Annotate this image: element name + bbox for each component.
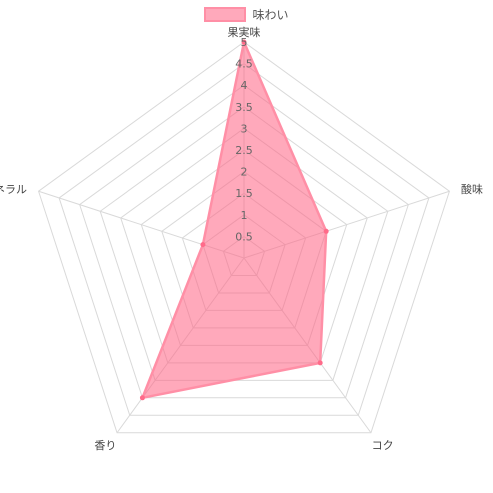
data-point bbox=[139, 395, 145, 401]
tick-label: 3 bbox=[241, 122, 248, 135]
tick-label: 4.5 bbox=[235, 58, 253, 71]
category-label: 香り bbox=[94, 439, 116, 452]
tick-label: 2 bbox=[241, 166, 248, 179]
series-area bbox=[141, 40, 328, 400]
grid-ring bbox=[99, 106, 389, 381]
tick-label: 1 bbox=[241, 209, 248, 222]
category-label: コク bbox=[372, 439, 394, 452]
tick-label: 3.5 bbox=[235, 101, 253, 114]
tick-label: 4 bbox=[241, 79, 248, 92]
data-point bbox=[323, 228, 329, 234]
data-point bbox=[241, 39, 247, 45]
tick-label: 0.5 bbox=[235, 230, 253, 243]
chart-legend[interactable]: 味わい bbox=[0, 6, 493, 23]
data-point bbox=[317, 360, 323, 366]
grid-ring bbox=[58, 62, 430, 416]
category-label: 酸味 bbox=[461, 182, 483, 196]
category-label: ミネラル bbox=[0, 183, 27, 196]
tick-label: 2.5 bbox=[235, 144, 253, 157]
grid-ring bbox=[79, 84, 409, 399]
tick-label: 1.5 bbox=[235, 187, 253, 200]
legend-label: 味わい bbox=[252, 8, 289, 22]
data-point bbox=[200, 242, 206, 248]
category-label: 果実味 bbox=[228, 25, 261, 39]
tick-label: 5 bbox=[241, 36, 248, 49]
legend-swatch bbox=[204, 7, 247, 22]
grid-ring bbox=[37, 41, 451, 434]
